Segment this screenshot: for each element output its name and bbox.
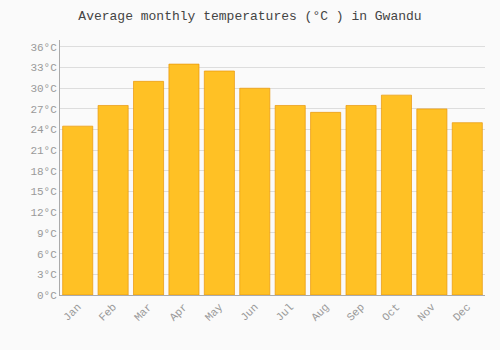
svg-text:6°C: 6°C <box>37 249 57 261</box>
svg-text:27°C: 27°C <box>30 104 57 116</box>
svg-text:May: May <box>203 301 226 324</box>
svg-text:15°C: 15°C <box>30 186 57 198</box>
svg-text:Sep: Sep <box>345 301 367 323</box>
svg-text:Jul: Jul <box>274 301 296 323</box>
svg-text:33°C: 33°C <box>30 62 57 74</box>
svg-text:0°C: 0°C <box>37 290 57 302</box>
svg-text:Dec: Dec <box>451 301 473 323</box>
svg-text:36°C: 36°C <box>30 42 57 54</box>
svg-text:Average monthly temperatures (: Average monthly temperatures (°C ) in Gw… <box>78 9 421 24</box>
svg-text:3°C: 3°C <box>37 269 57 281</box>
svg-text:Jan: Jan <box>61 301 83 323</box>
svg-text:12°C: 12°C <box>30 207 57 219</box>
svg-text:24°C: 24°C <box>30 124 57 136</box>
svg-text:Apr: Apr <box>167 301 189 323</box>
svg-text:Jun: Jun <box>238 301 260 323</box>
svg-text:30°C: 30°C <box>30 83 57 95</box>
svg-text:9°C: 9°C <box>37 228 57 240</box>
svg-text:Nov: Nov <box>415 301 438 324</box>
svg-text:Mar: Mar <box>132 301 154 323</box>
svg-text:Oct: Oct <box>380 301 402 323</box>
svg-text:Feb: Feb <box>97 301 119 323</box>
svg-text:18°C: 18°C <box>30 166 57 178</box>
svg-text:21°C: 21°C <box>30 145 57 157</box>
svg-text:Aug: Aug <box>309 301 331 323</box>
